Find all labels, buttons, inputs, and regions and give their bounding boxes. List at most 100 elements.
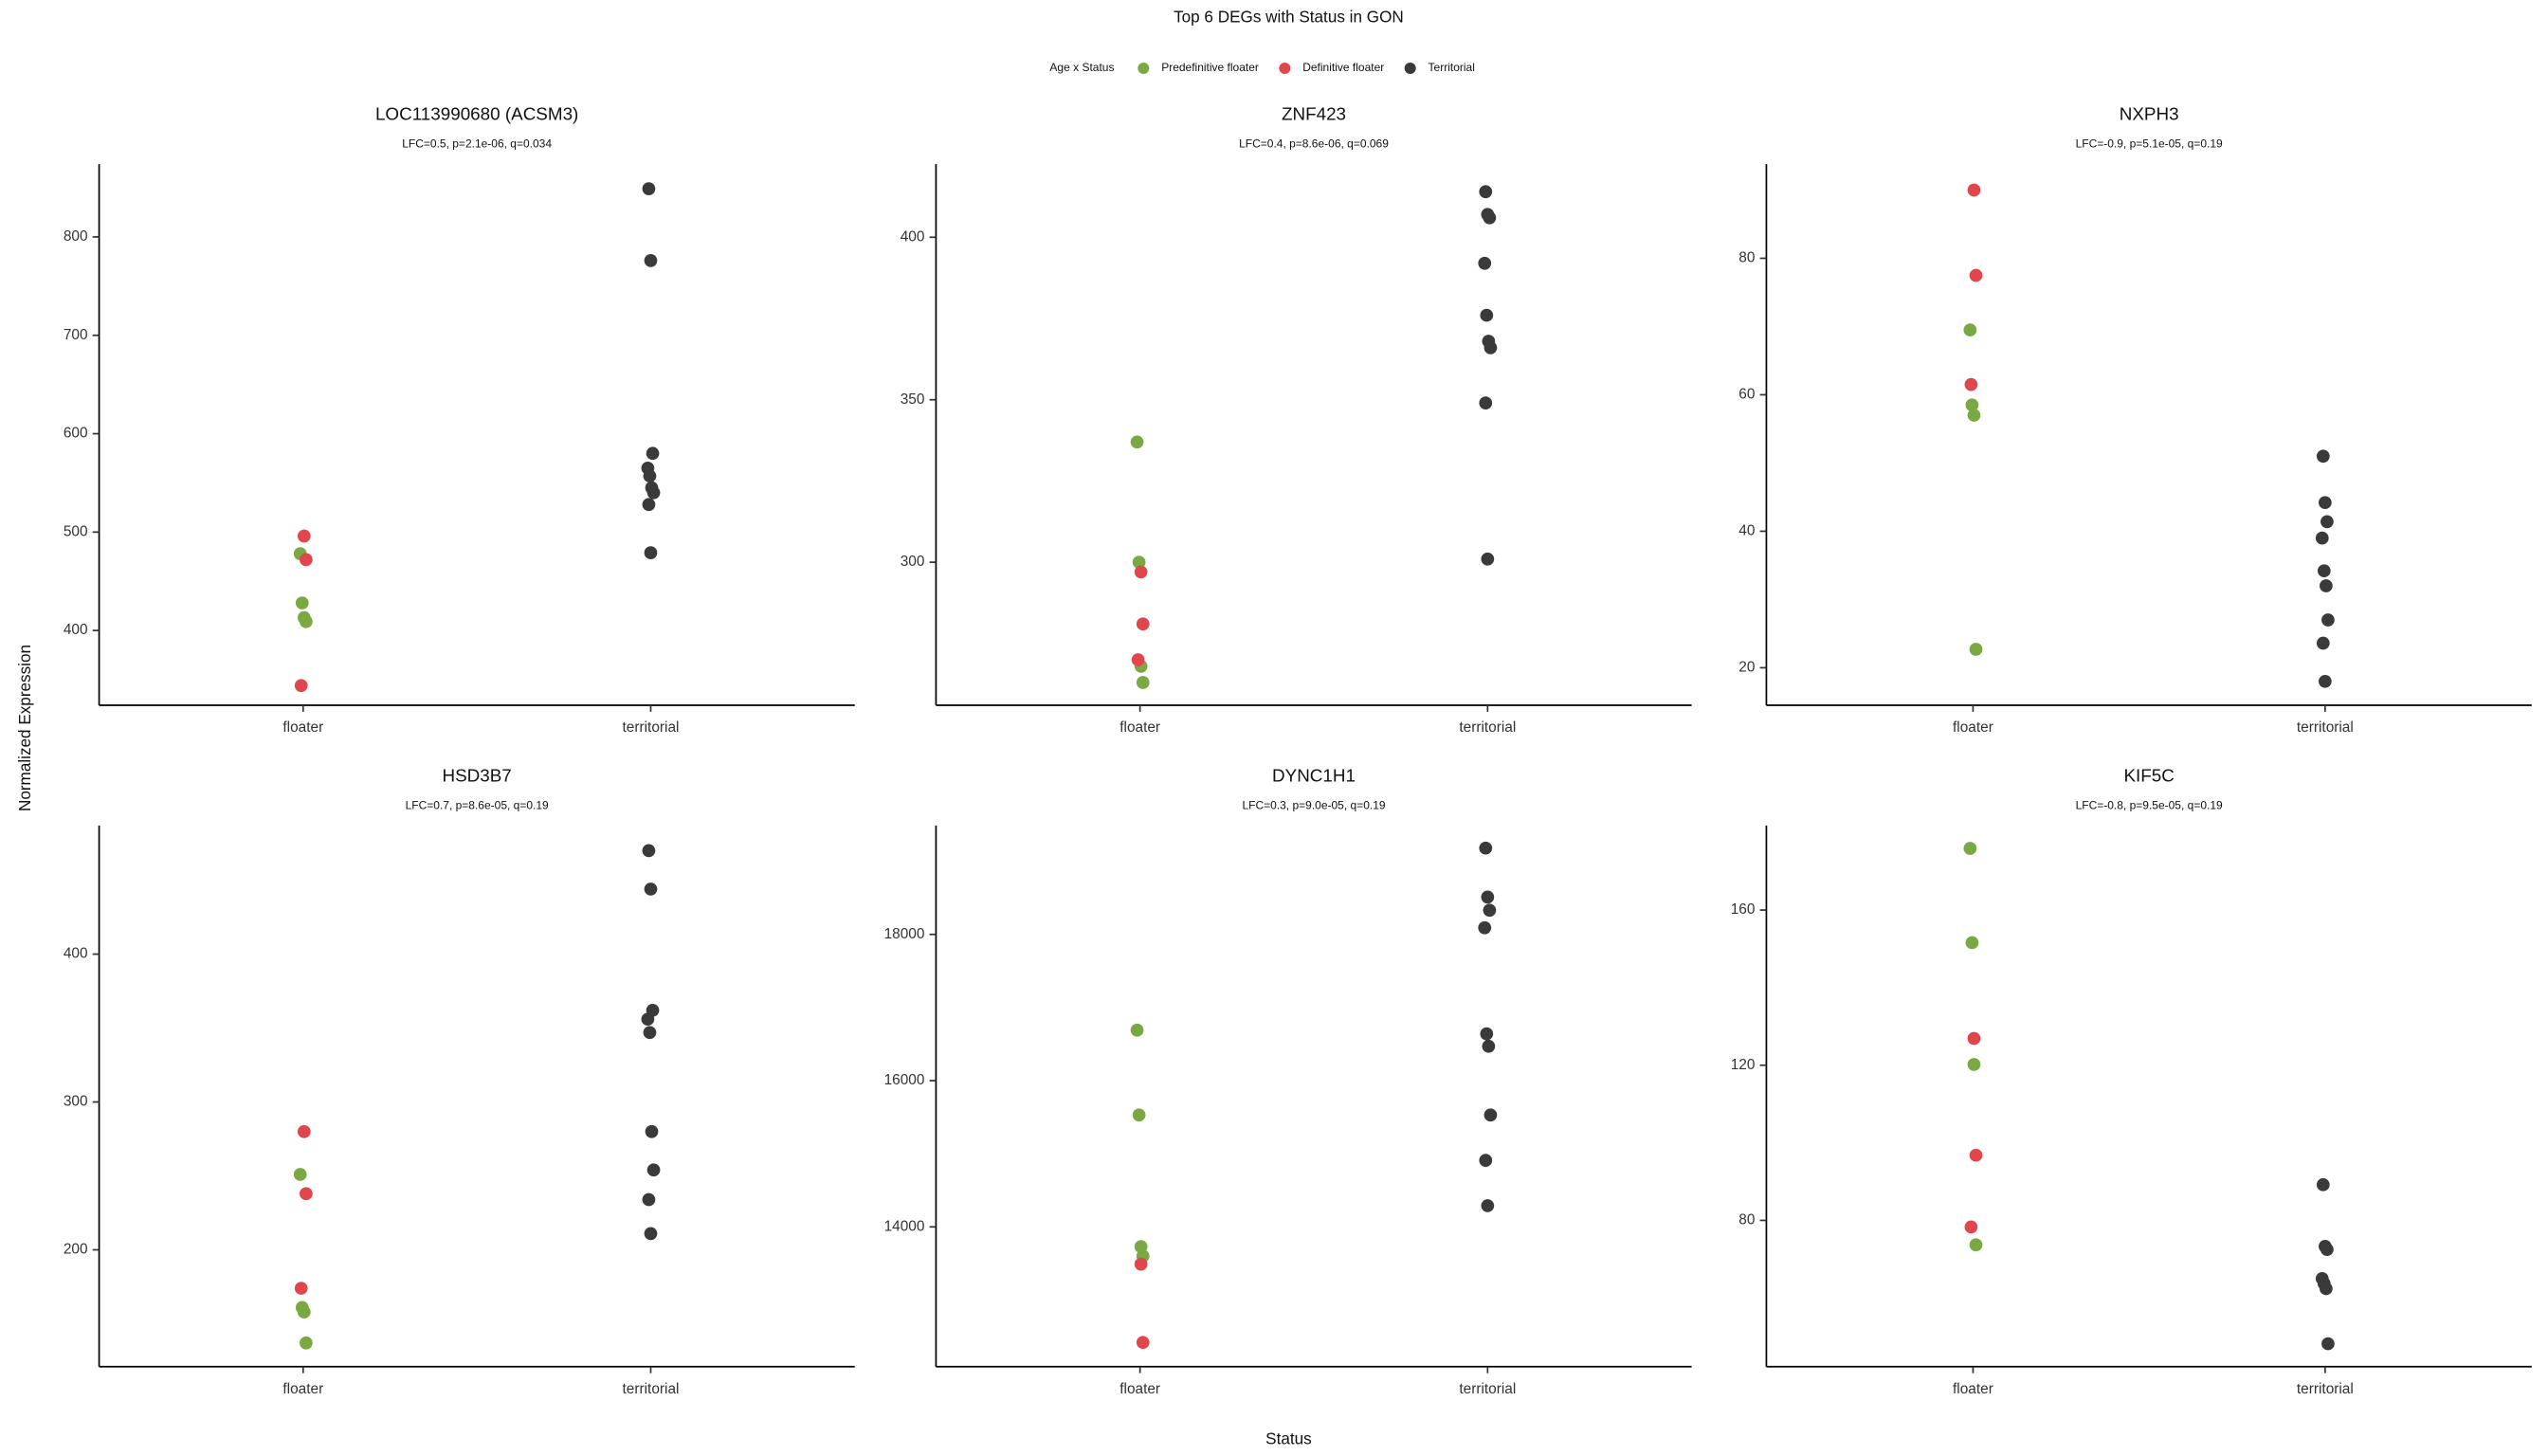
point — [293, 1168, 307, 1181]
point — [1969, 643, 1983, 656]
panel-subtitle: LFC=0.4, p=8.6e-06, q=0.069 — [1239, 137, 1389, 151]
panel-subtitle: LFC=0.3, p=9.0e-05, q=0.19 — [1242, 798, 1385, 811]
panel-title: DYNC1H1 — [1272, 765, 1356, 785]
point — [1969, 1238, 1983, 1252]
legend-swatch — [1138, 63, 1150, 74]
point — [1483, 341, 1498, 355]
point — [644, 883, 658, 896]
point — [2320, 515, 2334, 529]
point — [1481, 1199, 1495, 1212]
y-tick-label: 400 — [901, 228, 925, 245]
point — [1130, 1023, 1144, 1037]
point — [1967, 1031, 1981, 1046]
point — [1480, 308, 1494, 322]
y-tick-label: 400 — [64, 622, 88, 638]
point — [1967, 1058, 1981, 1071]
x-tick-label: territorial — [2297, 1381, 2354, 1397]
legend-title: Age x Status — [1049, 61, 1114, 74]
point — [643, 1026, 657, 1040]
y-tick-label: 400 — [64, 946, 88, 962]
point — [2320, 1282, 2333, 1296]
x-tick-label: territorial — [2297, 719, 2354, 736]
y-tick-label: 600 — [64, 426, 88, 442]
panel-subtitle: LFC=-0.9, p=5.1e-05, q=0.19 — [2076, 137, 2223, 151]
point — [1480, 1027, 1494, 1041]
point — [300, 553, 313, 567]
x-tick-label: territorial — [1459, 719, 1516, 736]
y-tick-label: 80 — [1738, 250, 1755, 266]
point — [1483, 1108, 1498, 1122]
point — [2318, 496, 2332, 510]
x-tick-label: territorial — [1459, 1381, 1516, 1397]
point — [1483, 210, 1497, 225]
point — [2321, 1337, 2335, 1351]
point — [2316, 636, 2330, 650]
y-tick-label: 16000 — [884, 1072, 925, 1088]
y-tick-label: 350 — [901, 391, 925, 408]
point — [1130, 435, 1144, 449]
point — [1479, 185, 1493, 199]
panel-title: LOC113990680 (ACSM3) — [375, 104, 578, 124]
point — [1963, 323, 1977, 337]
x-tick-label: floater — [282, 1381, 323, 1397]
point — [643, 469, 657, 483]
x-tick-label: floater — [282, 719, 323, 736]
point — [1478, 920, 1492, 935]
point — [644, 254, 658, 267]
panel-subtitle: LFC=-0.8, p=9.5e-05, q=0.19 — [2076, 798, 2223, 811]
point — [1967, 183, 1981, 197]
point — [1136, 676, 1150, 689]
point — [1963, 842, 1977, 855]
y-tick-label: 14000 — [884, 1218, 925, 1234]
point — [1479, 396, 1493, 410]
y-tick-label: 200 — [64, 1242, 88, 1258]
legend-swatch — [1279, 63, 1291, 74]
legend-label: Predefinitive floater — [1161, 61, 1259, 74]
point — [642, 182, 656, 195]
y-tick-label: 800 — [64, 228, 88, 245]
point — [297, 1305, 311, 1319]
point — [642, 498, 656, 512]
point — [1967, 409, 1981, 422]
point — [1482, 1039, 1496, 1053]
y-tick-label: 500 — [64, 523, 88, 539]
point — [2318, 674, 2332, 688]
point — [1132, 555, 1146, 569]
point — [1132, 1108, 1146, 1122]
y-tick-label: 20 — [1738, 659, 1755, 675]
point — [646, 485, 661, 500]
point — [294, 679, 308, 693]
x-tick-label: floater — [1119, 719, 1160, 736]
point — [2317, 564, 2331, 578]
point — [1131, 653, 1145, 666]
legend-label: Definitive floater — [1302, 61, 1384, 74]
point — [1136, 1336, 1150, 1350]
panel-title: ZNF423 — [1282, 104, 1346, 124]
point — [1481, 890, 1495, 904]
y-tick-label: 40 — [1738, 523, 1755, 539]
point — [2316, 1177, 2330, 1192]
panel-title: NXPH3 — [2120, 104, 2179, 124]
y-tick-label: 60 — [1738, 387, 1755, 403]
y-tick-label: 80 — [1738, 1212, 1755, 1228]
point — [2320, 579, 2333, 592]
point — [2315, 531, 2329, 545]
point — [294, 1282, 308, 1295]
x-tick-label: territorial — [623, 719, 680, 736]
legend-label: Territorial — [1429, 61, 1475, 74]
point — [300, 1336, 313, 1350]
point — [1136, 617, 1150, 631]
y-axis-label: Normalized Expression — [15, 645, 34, 811]
point — [1965, 936, 1979, 950]
point — [645, 1124, 659, 1138]
point — [1479, 841, 1493, 855]
x-tick-label: floater — [1953, 719, 1993, 736]
point — [1965, 398, 1979, 412]
point — [300, 1187, 313, 1201]
panel-title: KIF5C — [2123, 765, 2174, 785]
y-tick-label: 300 — [901, 554, 925, 570]
point — [641, 1012, 655, 1027]
